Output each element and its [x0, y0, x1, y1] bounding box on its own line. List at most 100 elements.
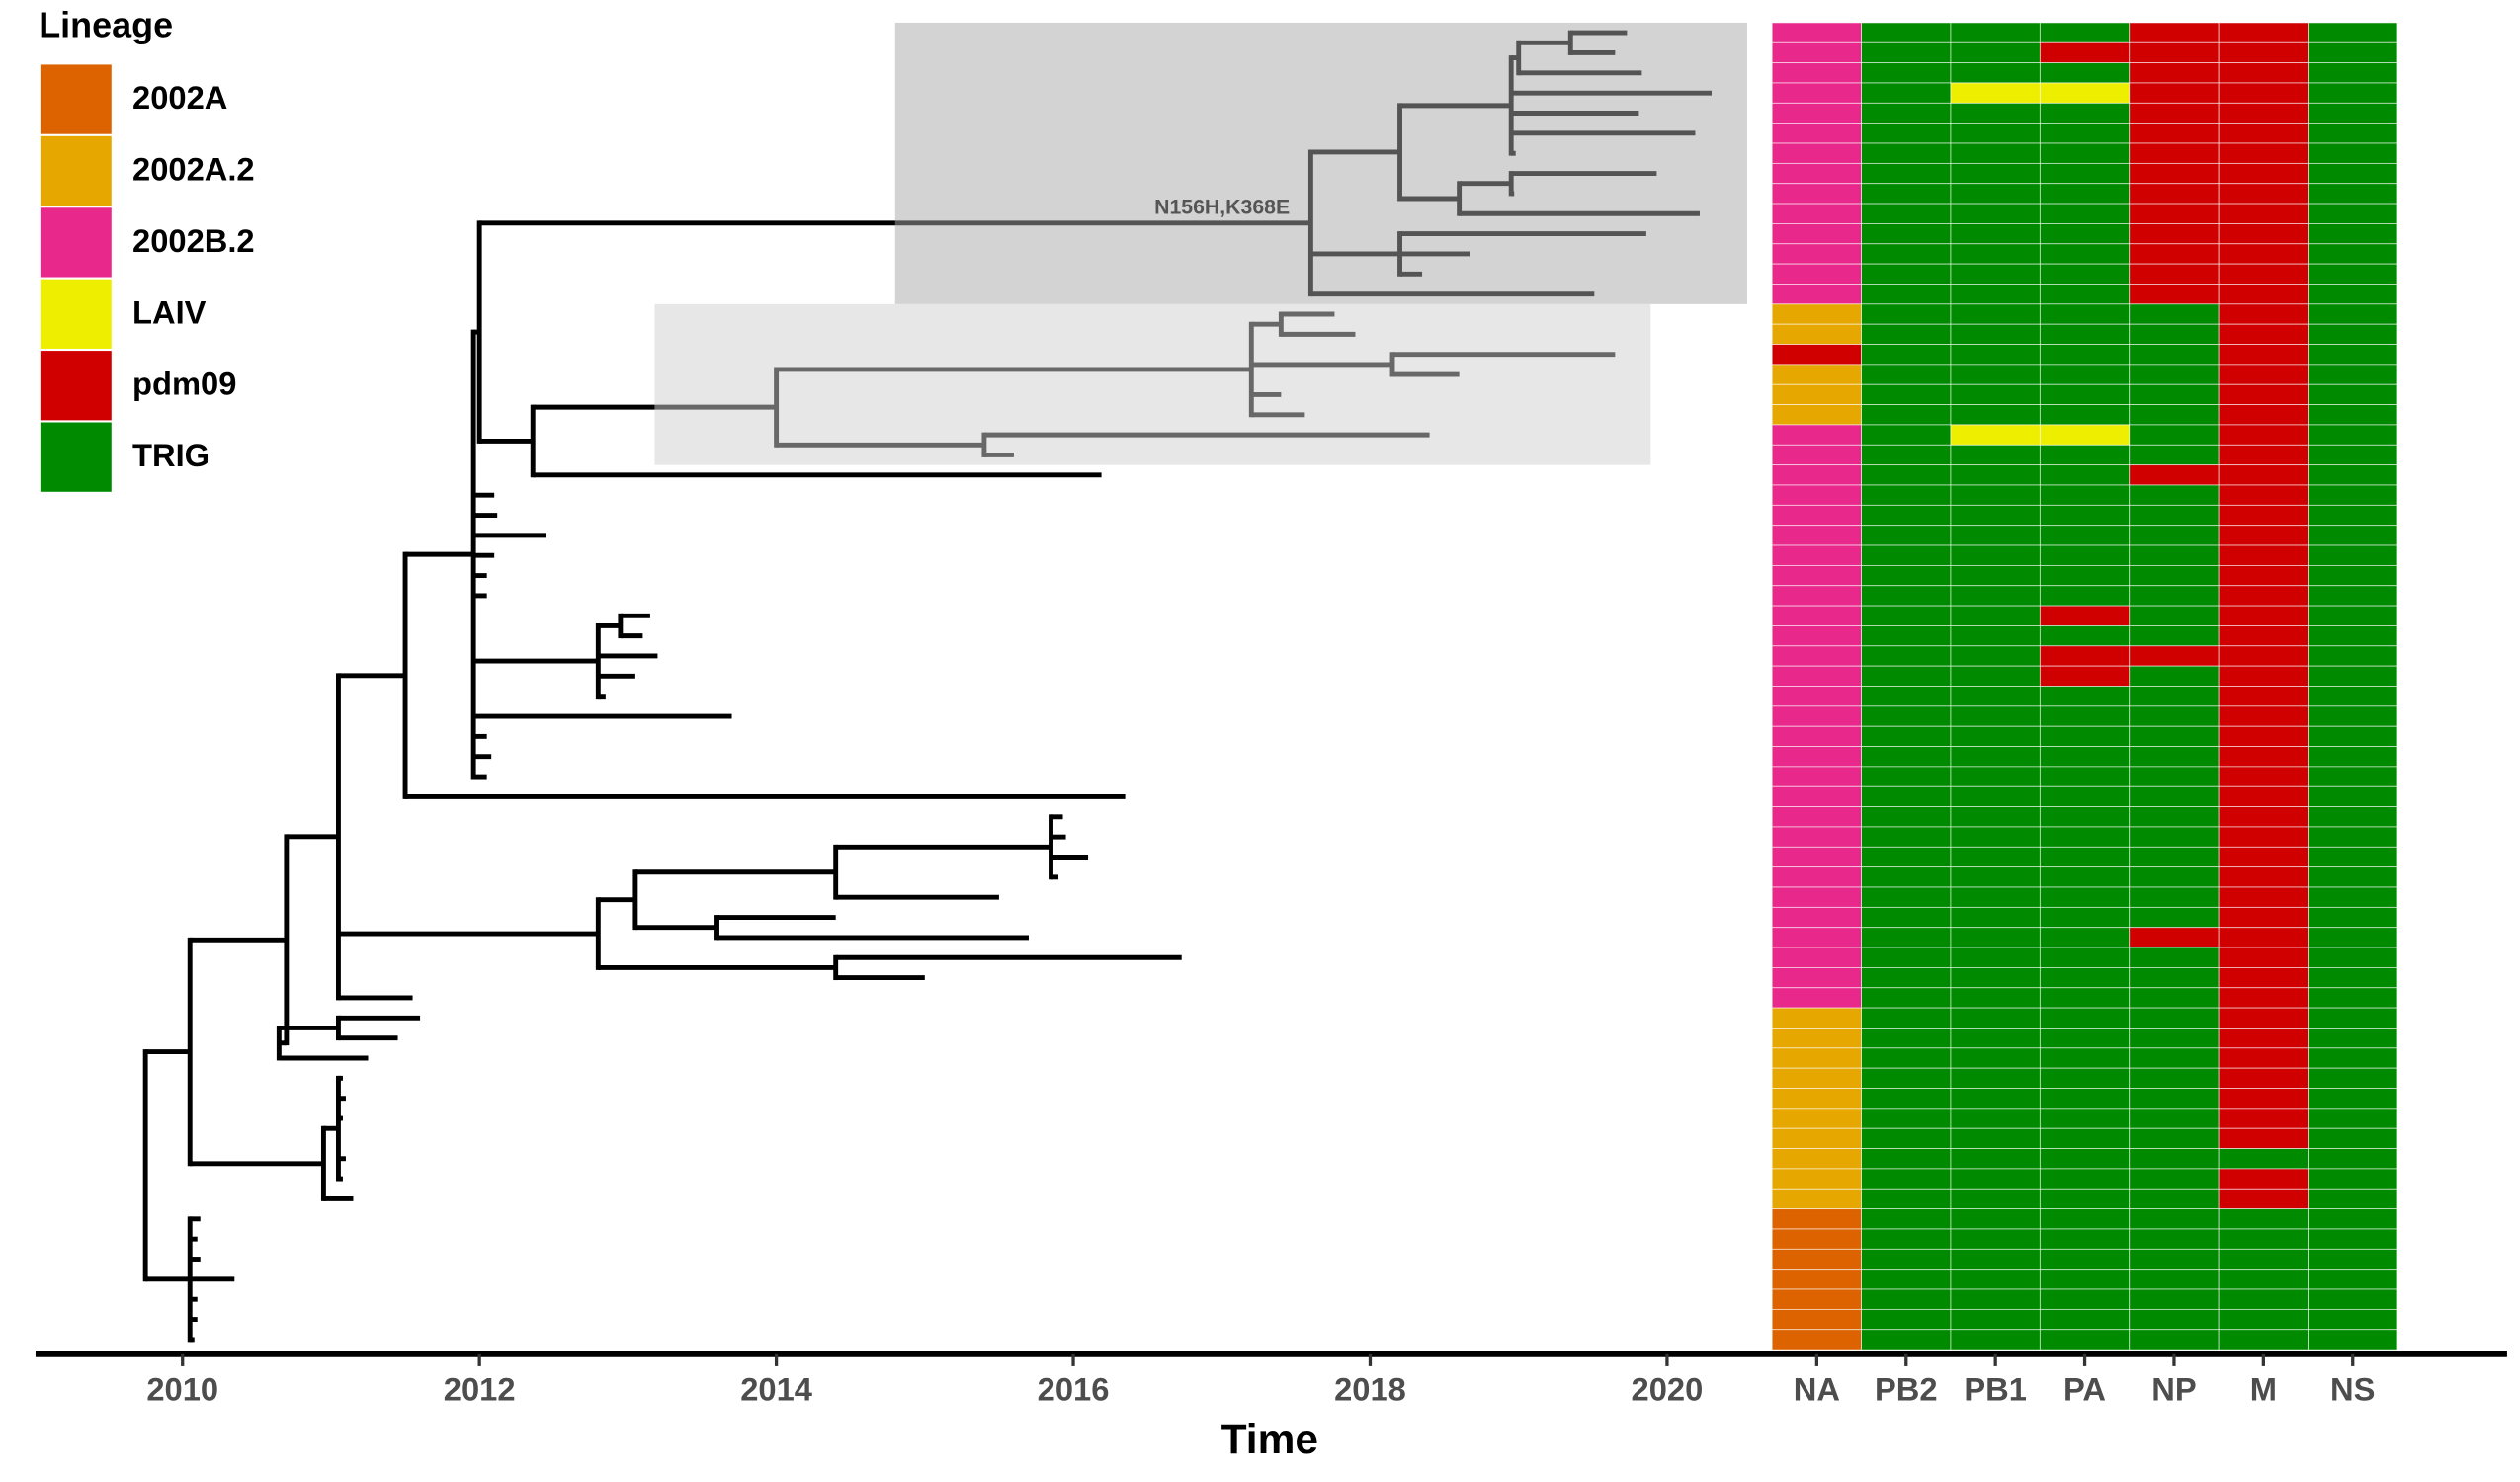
heatmap-cell	[1950, 1067, 2041, 1089]
heatmap-cell	[2129, 846, 2220, 868]
heatmap-cell	[2039, 1308, 2131, 1331]
heatmap-cell	[1861, 544, 1952, 566]
heatmap-cell	[2308, 947, 2398, 968]
heatmap-cell	[2039, 564, 2131, 587]
heatmap-cell	[1950, 1047, 2041, 1069]
x-tick-label: 2020	[1632, 1371, 1704, 1408]
heatmap-cell	[2218, 344, 2309, 366]
heatmap-cell	[2129, 263, 2220, 285]
heatmap-cell	[2129, 947, 2220, 968]
heatmap-cell	[2129, 665, 2220, 687]
heatmap-cell	[1861, 1067, 1952, 1089]
heatmap-cell	[1861, 665, 1952, 687]
legend-label: LAIV	[132, 293, 207, 330]
legend-swatch	[40, 135, 112, 206]
heatmap-cell	[2129, 826, 2220, 848]
heatmap-cell	[2039, 22, 2131, 43]
heatmap-cell	[1950, 1269, 2041, 1290]
x-axis-title: Time	[1221, 1417, 1318, 1463]
heatmap-cell	[1861, 625, 1952, 647]
heatmap-cell	[1950, 1108, 2041, 1129]
heatmap-cell	[1861, 1329, 1952, 1351]
heatmap-cell	[2039, 906, 2131, 929]
heatmap-cell	[2129, 1007, 2220, 1029]
heatmap-cell	[1950, 585, 2041, 607]
heatmap-cell	[2218, 383, 2309, 406]
legend-swatch	[40, 207, 112, 278]
heatmap-cell	[1861, 1288, 1952, 1310]
x-tick-label: 2014	[740, 1371, 812, 1408]
heatmap-cell	[1861, 826, 1952, 848]
heatmap-cell	[2039, 686, 2131, 707]
heatmap-cell	[2218, 102, 2309, 124]
heatmap-cell	[1950, 766, 2041, 787]
heatmap-cell	[1950, 1329, 2041, 1351]
heatmap-cell	[1771, 1269, 1862, 1290]
heatmap-cell	[2308, 826, 2398, 848]
heatmap-cell	[2039, 323, 2131, 345]
heatmap-cell	[2039, 746, 2131, 768]
heatmap-cell	[2308, 766, 2398, 787]
heatmap-cell	[1861, 82, 1952, 104]
heatmap-cell	[2308, 866, 2398, 888]
heatmap-cell	[1950, 746, 2041, 768]
heatmap-cell	[2039, 444, 2131, 466]
heatmap-cell	[2039, 525, 2131, 546]
heatmap-cell	[1771, 1067, 1862, 1089]
heatmap-cell	[2308, 82, 2398, 104]
heatmap-cell	[1950, 947, 2041, 968]
x-tick-label: 2016	[1038, 1371, 1110, 1408]
heatmap-cell	[2218, 886, 2309, 908]
heatmap-cell	[1771, 364, 1862, 385]
heatmap-cell	[2218, 504, 2309, 527]
heatmap-cell	[2039, 102, 2131, 124]
heatmap-cell	[2129, 1308, 2220, 1331]
heatmap-cell	[1950, 404, 2041, 426]
heatmap-cell	[2039, 263, 2131, 285]
heatmap-cell	[1771, 1047, 1862, 1069]
heatmap-cell	[2218, 323, 2309, 345]
heatmap-cell	[1950, 725, 2041, 747]
heatmap-cell	[1861, 564, 1952, 587]
heatmap-cell	[2039, 1228, 2131, 1250]
heatmap-cell	[2218, 484, 2309, 506]
heatmap-cell	[1861, 41, 1952, 64]
heatmap-cell	[2039, 243, 2131, 265]
heatmap-cell	[2308, 303, 2398, 325]
heatmap-cell	[1950, 645, 2041, 667]
heatmap-cell	[1861, 303, 1952, 325]
heatmap-cell	[2039, 484, 2131, 506]
heatmap-cell	[2308, 806, 2398, 828]
heatmap-cell	[1771, 1329, 1862, 1351]
heatmap-cell	[1861, 364, 1952, 385]
heatmap-cell	[1950, 1288, 2041, 1310]
x-tick-label: 2012	[444, 1371, 516, 1408]
heatmap-cell	[2308, 1308, 2398, 1331]
heatmap-cell	[2218, 1007, 2309, 1029]
heatmap-cell	[1861, 424, 1952, 446]
heatmap-cell	[1950, 364, 2041, 385]
heatmap-cell	[2039, 1269, 2131, 1290]
heatmap-cell	[2218, 1208, 2309, 1230]
heatmap-cell	[1771, 504, 1862, 527]
legend-label: pdm09	[132, 366, 236, 402]
heatmap-cell	[1950, 123, 2041, 144]
heatmap-cell	[2218, 162, 2309, 185]
heatmap-cell	[2129, 886, 2220, 908]
legend-label: 2002A	[132, 79, 227, 116]
heatmap-cell	[1771, 62, 1862, 84]
heatmap-cell	[2308, 223, 2398, 245]
heatmap-cell	[2218, 1108, 2309, 1129]
heatmap-cell	[1950, 886, 2041, 908]
heatmap-cell	[1771, 323, 1862, 345]
legend-title: Lineage	[39, 4, 173, 44]
heatmap-cell	[1950, 504, 2041, 527]
heatmap-cell	[2218, 223, 2309, 245]
heatmap-cell	[1861, 383, 1952, 406]
heatmap-cell	[1771, 967, 1862, 989]
heatmap-cell	[1950, 41, 2041, 64]
heatmap-cell	[1861, 967, 1952, 989]
heatmap-cell	[1950, 203, 2041, 224]
heatmap-cell	[2218, 544, 2309, 566]
